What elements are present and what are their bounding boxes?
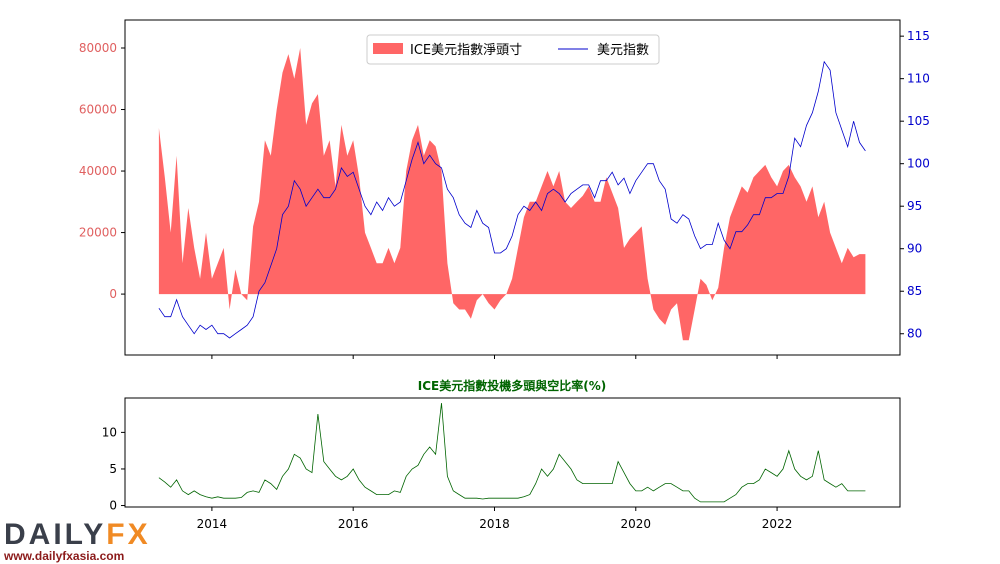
left-ytick-label: 40000: [79, 164, 117, 178]
net-position-area: [158, 48, 866, 341]
legend: ICE美元指數淨頭寸 美元指數: [366, 34, 660, 65]
logo-daily: DAILY: [4, 518, 107, 551]
bottom-plot: 0 5 10 2014 2016 2018 2020 2022: [102, 397, 901, 531]
left-ytick-label: 20000: [79, 226, 117, 240]
left-ytick-label: 0: [109, 287, 117, 301]
bottom-title: ICE美元指數投機多頭與空比率(%): [418, 378, 606, 393]
bottom-ytick-label: 0: [109, 499, 117, 513]
bottom-ytick-label: 10: [102, 425, 117, 439]
top-plot-frame: [124, 19, 901, 356]
bottom-ytick-label: 5: [109, 462, 117, 476]
bottom-xtick-label: 2022: [762, 517, 793, 531]
logo-fx: FX: [106, 518, 151, 551]
bottom-xtick-label: 2018: [479, 517, 510, 531]
legend-box: [366, 34, 660, 65]
legend-swatch-net: [373, 43, 403, 54]
ratio-line: [158, 403, 866, 503]
right-ytick-label: 80: [907, 327, 922, 341]
right-ytick-label: 90: [907, 242, 922, 256]
legend-label-index: 美元指數: [597, 43, 649, 58]
bottom-xtick-label: 2014: [197, 517, 228, 531]
bottom-xtick-label: 2016: [338, 517, 369, 531]
logo-url: www.dailyfxasia.com: [4, 549, 125, 563]
left-ytick-label: 60000: [79, 103, 117, 117]
right-ytick-label: 100: [907, 157, 930, 171]
right-ytick-label: 115: [907, 29, 930, 43]
legend-label-net: ICE美元指數淨頭寸: [410, 43, 522, 58]
right-ytick-label: 105: [907, 114, 930, 128]
right-ytick-label: 110: [907, 72, 930, 86]
dollar-index-line: [158, 60, 866, 339]
right-ytick-label: 95: [907, 199, 922, 213]
right-ytick-label: 85: [907, 284, 922, 298]
left-ytick-label: 80000: [79, 41, 117, 55]
top-plot: 0 20000 40000 60000 80000 80 85 90 95 100 105 110 11…: [79, 19, 930, 359]
dailyfx-logo: DAILYFX www.dailyfxasia.com: [4, 518, 151, 564]
bottom-plot-frame: [124, 397, 901, 508]
bottom-xtick-label: 2020: [621, 517, 652, 531]
